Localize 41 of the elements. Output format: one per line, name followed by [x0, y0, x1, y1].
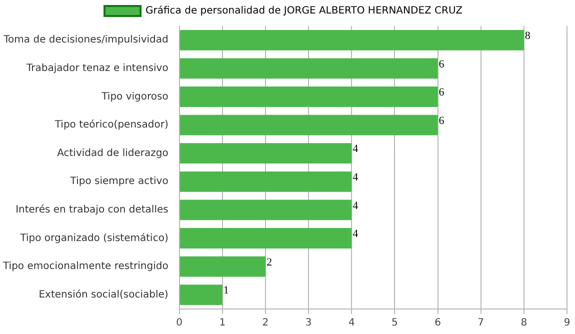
bar: [180, 143, 352, 164]
y-tick-label: Trabajador tenaz e intensivo: [25, 63, 168, 74]
y-tick-label: Extensión social(sociable): [38, 289, 168, 300]
y-tick-label: Tipo teórico(pensador): [54, 120, 168, 131]
bar: [180, 228, 352, 248]
x-tick-label: 2: [262, 318, 269, 329]
data-label: 4: [352, 143, 359, 156]
data-label: 4: [352, 228, 359, 240]
x-tick-label: 8: [520, 318, 528, 329]
bar: [180, 171, 352, 192]
y-tick-label: Tipo vigoroso: [100, 91, 168, 102]
y-tick-label: Tipo emocionalmente restringido: [2, 261, 168, 272]
x-tick-label: 7: [478, 318, 484, 329]
bar: [180, 114, 438, 136]
data-label: 6: [438, 86, 445, 99]
x-tick-label: 0: [176, 318, 183, 329]
bar: [180, 86, 438, 107]
y-tick-label: Toma de decisiones/impulsividad: [2, 34, 168, 46]
x-tick-label: 5: [392, 318, 398, 329]
y-tick-label: Interés en trabajo con detalles: [16, 204, 168, 216]
y-tick-label: Tipo siempre activo: [69, 176, 168, 188]
bar: [180, 30, 524, 50]
data-label: 6: [438, 58, 445, 70]
data-label: 4: [352, 200, 359, 212]
legend-label: Gráfica de personalidad de JORGE ALBERTO HERNANDEZ CRUZ: [146, 6, 463, 17]
x-tick-label: 6: [434, 318, 441, 329]
x-tick-label: 1: [219, 318, 226, 329]
bar: [180, 58, 438, 79]
x-tick-label: 9: [564, 318, 570, 329]
data-label: 8: [524, 30, 531, 42]
x-tick-label: 4: [348, 318, 355, 329]
data-label: 2: [266, 256, 272, 268]
data-label: 1: [223, 284, 229, 297]
bar: [180, 256, 266, 277]
y-tick-label: Tipo organizado (sistemático): [19, 232, 168, 244]
bar: [180, 284, 222, 306]
data-label: 6: [438, 114, 445, 127]
data-label: 4: [352, 172, 359, 184]
x-tick-label: 3: [305, 318, 312, 329]
y-tick-label: Actividad de liderazgo: [57, 148, 168, 159]
bar: [180, 200, 352, 220]
